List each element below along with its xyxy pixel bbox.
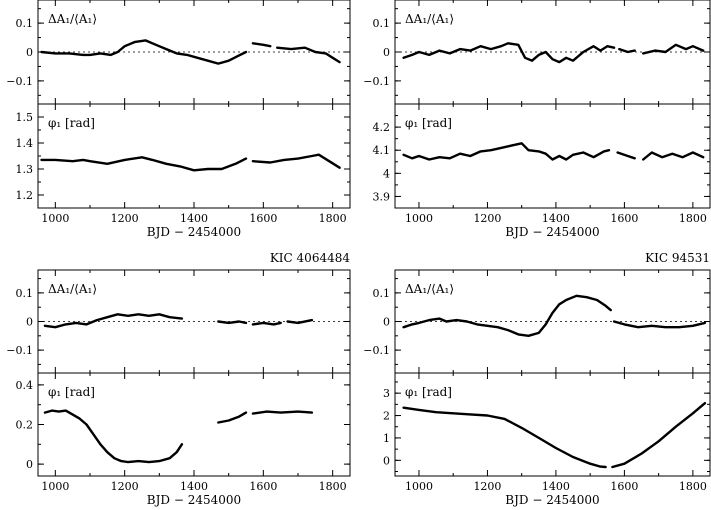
y-tick-label: 0 <box>26 46 33 59</box>
x-tick-label: 1000 <box>41 480 69 493</box>
y-tick-label: 0 <box>26 458 33 471</box>
x-tick-label: 1800 <box>319 480 347 493</box>
x-tick-label: 1600 <box>249 212 277 225</box>
chart-title: KIC 94531 <box>645 251 710 265</box>
chart-title: KIC 4064484 <box>270 251 351 265</box>
y-tick-label: −0.1 <box>6 344 33 357</box>
y-tick-label: 0 <box>383 316 390 329</box>
phase-label: φ₁ [rad] <box>405 116 452 130</box>
top-series-segment-2 <box>251 42 272 48</box>
top-series-segment-3 <box>276 46 341 64</box>
top-series-segment-3 <box>251 321 282 326</box>
y-tick-label: 0 <box>383 46 390 59</box>
x-tick-label: 1200 <box>111 480 139 493</box>
phase-label: φ₁ [rad] <box>405 385 452 399</box>
y-tick-label: 0.2 <box>16 419 34 432</box>
x-tick-label: 1200 <box>111 212 139 225</box>
x-tick-label: 1600 <box>610 212 638 225</box>
x-tick-label: 1800 <box>679 212 707 225</box>
y-tick-label: 4.1 <box>373 144 391 157</box>
y-tick-label: 1 <box>383 432 390 445</box>
phase-label: φ₁ [rad] <box>48 385 95 399</box>
amplitude-label: ΔA₁/⟨A₁⟩ <box>405 12 454 26</box>
y-tick-label: −0.1 <box>363 75 390 88</box>
y-tick-label: 3.9 <box>373 190 391 203</box>
y-tick-label: 2 <box>383 410 390 423</box>
x-tick-label: 1400 <box>180 212 208 225</box>
chart-3: KIC 4064484 −0.1 0 0.1 ΔA₁/⟨A₁⟩ 0 0.2 0.4 1000 12… <box>6 251 351 507</box>
bottom-panel: 1.2 1.3 1.4 1.5 1000 1200 1400 1600 1800 φ₁ [rad] <box>16 103 351 225</box>
panel-frame <box>394 372 711 477</box>
y-tick-label: 0.1 <box>16 287 34 300</box>
x-tick-label: 1000 <box>405 212 433 225</box>
y-tick-label: 1.5 <box>16 111 34 124</box>
bottom-series-segment-2 <box>611 402 707 469</box>
y-tick-label: −0.1 <box>6 75 33 88</box>
x-tick-label: 1000 <box>41 212 69 225</box>
top-series-segment-2 <box>217 320 248 325</box>
chart-2: −0.1 0 0.1 ΔA₁/⟨A₁⟩ 3.9 4 4.1 4.2 1000 1200 1400 16… <box>363 0 711 239</box>
top-panel: −0.1 0 0.1 ΔA₁/⟨A₁⟩ <box>6 269 351 374</box>
top-series-segment-1 <box>402 42 616 64</box>
y-tick-label: 1.2 <box>16 189 34 202</box>
bottom-series-segment-1 <box>40 156 248 172</box>
y-tick-label: 0 <box>26 316 33 329</box>
chart-4: KIC 94531 −0.1 0 0.1 ΔA₁/⟨A₁⟩ 0 1 2 3 1000 1200 140… <box>363 251 711 507</box>
x-tick-label: 1400 <box>180 480 208 493</box>
x-tick-label: 1000 <box>405 480 433 493</box>
x-tick-label: 1600 <box>610 480 638 493</box>
amplitude-label: ΔA₁/⟨A₁⟩ <box>405 282 454 296</box>
bottom-series-segment-3 <box>642 151 705 161</box>
x-axis-label: BJD − 2454000 <box>147 493 241 507</box>
top-series-segment-2 <box>612 320 707 329</box>
x-tick-label: 1400 <box>542 480 570 493</box>
bottom-series-segment-2 <box>251 153 341 169</box>
top-series-segment-4 <box>286 318 314 325</box>
x-tick-label: 1800 <box>319 212 347 225</box>
y-tick-label: 0.4 <box>16 379 34 392</box>
bottom-panel: 0 1 2 3 1000 1200 1400 1600 1800 φ₁ [rad] <box>383 372 711 493</box>
y-tick-label: 0 <box>383 454 390 467</box>
chart-1: −0.1 0 0.1 ΔA₁/⟨A₁⟩ 1.2 1.3 1.4 1.5 1000 1200 1400… <box>6 0 351 239</box>
bottom-series-segment-2 <box>217 411 248 424</box>
top-panel: −0.1 0 0.1 ΔA₁/⟨A₁⟩ <box>363 0 711 105</box>
x-tick-label: 1200 <box>473 480 501 493</box>
x-tick-label: 1800 <box>679 480 707 493</box>
top-series-segment-1 <box>40 39 248 65</box>
x-axis-label: BJD − 2454000 <box>505 493 599 507</box>
x-axis-label: BJD − 2454000 <box>147 225 241 239</box>
amplitude-label: ΔA₁/⟨A₁⟩ <box>48 12 97 26</box>
y-tick-label: 0.1 <box>16 17 34 30</box>
y-tick-label: 0.1 <box>373 17 391 30</box>
y-tick-label: 4.2 <box>373 121 391 134</box>
x-tick-label: 1400 <box>542 212 570 225</box>
bottom-series-segment-1 <box>43 409 184 464</box>
top-panel: −0.1 0 0.1 ΔA₁/⟨A₁⟩ <box>363 269 711 374</box>
top-series-segment-1 <box>43 313 184 329</box>
y-tick-label: 1.3 <box>16 163 34 176</box>
amplitude-label: ΔA₁/⟨A₁⟩ <box>48 282 97 296</box>
bottom-series-segment-2 <box>616 151 636 160</box>
top-series-segment-1 <box>402 294 612 337</box>
y-tick-label: 1.4 <box>16 137 34 150</box>
bottom-series-segment-1 <box>402 406 607 469</box>
phase-label: φ₁ [rad] <box>48 116 95 130</box>
top-series-segment-2 <box>618 47 636 54</box>
y-tick-label: 0.1 <box>373 287 391 300</box>
bottom-series-segment-1 <box>402 142 611 161</box>
y-tick-label: 4 <box>383 167 390 180</box>
bottom-series-segment-3 <box>251 410 314 415</box>
panel-frame <box>394 103 711 209</box>
y-tick-label: −0.1 <box>363 344 390 357</box>
x-tick-label: 1600 <box>249 480 277 493</box>
x-tick-label: 1200 <box>473 212 501 225</box>
x-axis-label: BJD − 2454000 <box>505 225 599 239</box>
top-panel: −0.1 0 0.1 ΔA₁/⟨A₁⟩ <box>6 0 351 105</box>
bottom-panel: 0 0.2 0.4 1000 1200 1400 1600 1800 φ₁ [rad] <box>16 372 351 493</box>
bottom-panel: 3.9 4 4.1 4.2 1000 1200 1400 1600 1800 φ₁ [rad] <box>373 103 711 225</box>
y-tick-label: 3 <box>383 387 390 400</box>
top-series-segment-3 <box>642 43 705 55</box>
